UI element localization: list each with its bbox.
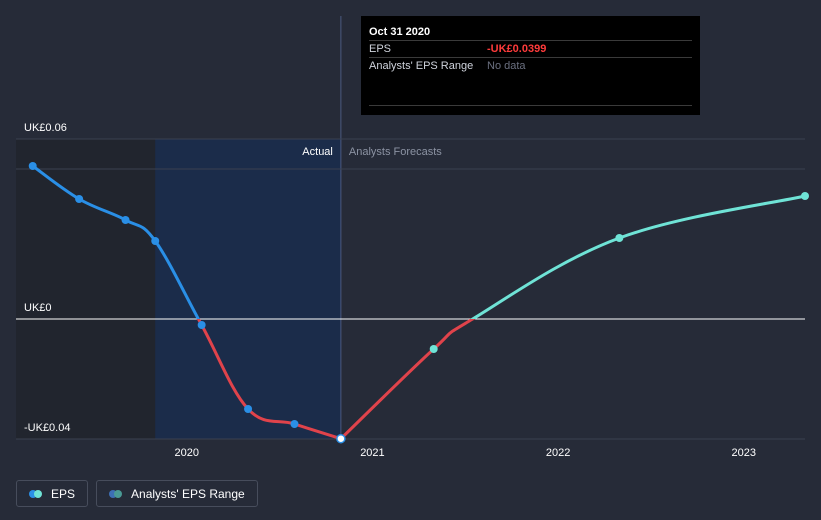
legend-range-toggle[interactable]: Analysts' EPS Range	[96, 480, 258, 507]
legend-eps-toggle[interactable]: EPS	[16, 480, 89, 507]
chart-bands	[16, 16, 342, 439]
x-tick-label: 2020	[175, 447, 199, 459]
x-tick-label: 2023	[731, 447, 755, 459]
past-shade	[16, 139, 156, 439]
eps-point[interactable]	[151, 237, 160, 245]
y-tick-label: UK£0	[24, 302, 52, 314]
tooltip-eps-label: EPS	[369, 43, 392, 55]
tooltip-range-label: Analysts' EPS Range	[369, 60, 474, 72]
eps-legend-icon	[29, 489, 43, 498]
chart-legend: EPS Analysts' EPS Range	[16, 480, 258, 507]
eps-point[interactable]	[75, 195, 84, 203]
tooltip-eps-value: -UK£0.0399	[487, 43, 547, 55]
forecast-region-label: Analysts Forecasts	[349, 146, 442, 158]
legend-eps-label: EPS	[51, 486, 76, 501]
eps-point[interactable]	[197, 321, 206, 329]
eps-point[interactable]	[290, 420, 299, 428]
tooltip-range-row: Analysts' EPS Range No data	[369, 57, 692, 74]
region-labels: Actual Analysts Forecasts	[302, 146, 442, 158]
actual-eps-line-negative	[196, 319, 342, 441]
y-tick-label: -UK£0.04	[24, 422, 70, 434]
actual-shade	[155, 139, 341, 439]
eps-point-highlighted[interactable]	[336, 433, 346, 444]
eps-forecast-point[interactable]	[615, 234, 624, 242]
eps-lines	[31, 164, 806, 441]
chart-grid	[16, 138, 805, 440]
x-tick-label: 2022	[546, 447, 570, 459]
legend-range-label: Analysts' EPS Range	[131, 486, 245, 501]
eps-points[interactable]	[28, 162, 809, 444]
actual-region-label: Actual	[302, 146, 333, 158]
eps-forecast-point[interactable]	[801, 192, 809, 200]
actual-eps-line-positive	[31, 164, 201, 319]
tooltip-eps-row: EPS -UK£0.0399	[369, 40, 692, 57]
eps-point[interactable]	[244, 405, 253, 413]
y-tick-label: UK£0.06	[24, 122, 67, 134]
x-tick-label: 2021	[360, 447, 384, 459]
forecast-eps-line-positive	[469, 194, 806, 319]
eps-forecast-point[interactable]	[429, 345, 438, 353]
eps-point[interactable]	[28, 162, 37, 170]
tooltip-divider	[369, 105, 692, 106]
range-legend-icon	[109, 489, 123, 498]
tooltip-range-value: No data	[487, 60, 526, 72]
x-axis-labels: 2020 2021 2022 2023	[175, 447, 756, 459]
y-axis-labels: UK£0.06 UK£0 -UK£0.04	[24, 122, 70, 434]
tooltip-date: Oct 31 2020	[369, 26, 431, 38]
eps-point[interactable]	[121, 216, 130, 224]
forecast-eps-line-negative	[339, 319, 476, 440]
eps-tooltip: Oct 31 2020 EPS -UK£0.0399 Analysts' EPS…	[361, 16, 700, 115]
